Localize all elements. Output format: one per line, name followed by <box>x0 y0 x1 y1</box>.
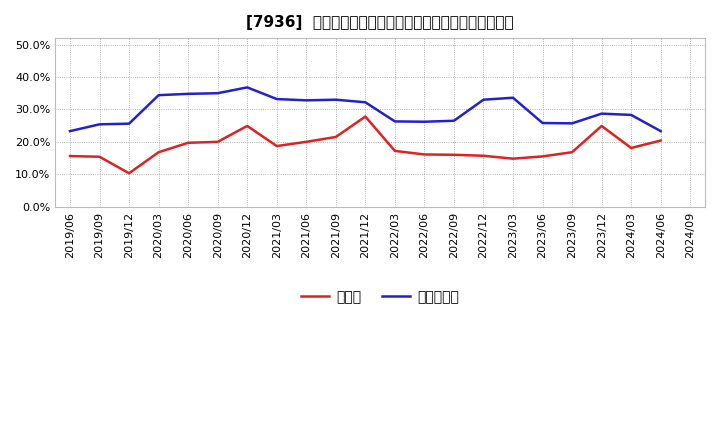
Legend: 現須金, 有利子負債: 現須金, 有利子負債 <box>296 284 464 309</box>
現須金 <box>480 153 488 158</box>
Line: 現須金: 現須金 <box>70 117 661 173</box>
現須金 <box>361 114 369 119</box>
現須金 <box>213 139 222 144</box>
有利子負債 <box>331 97 340 103</box>
現須金 <box>420 152 428 157</box>
有利子負債 <box>184 91 192 96</box>
有利子負債 <box>598 111 606 116</box>
有利子負債 <box>390 119 399 124</box>
有利子負債 <box>243 85 251 90</box>
現須金 <box>66 154 74 159</box>
現須金 <box>95 154 104 159</box>
有利子負債 <box>361 99 369 105</box>
現須金 <box>509 156 518 161</box>
有利子負債 <box>509 95 518 100</box>
現須金 <box>598 123 606 128</box>
現須金 <box>243 123 251 128</box>
有利子負債 <box>125 121 133 126</box>
現須金 <box>302 139 310 144</box>
Title: [7936]  現須金、有利子負債の総資産に対する比率の推移: [7936] 現須金、有利子負債の総資産に対する比率の推移 <box>246 15 514 30</box>
現須金 <box>272 143 281 149</box>
有利子負債 <box>302 98 310 103</box>
有利子負債 <box>627 112 636 117</box>
有利子負債 <box>480 97 488 103</box>
有利子負債 <box>154 92 163 98</box>
現須金 <box>539 154 547 159</box>
有利子負債 <box>539 121 547 126</box>
現須金 <box>449 152 458 158</box>
有利子負債 <box>449 118 458 123</box>
有利子負債 <box>272 96 281 102</box>
現須金 <box>184 140 192 146</box>
有利子負債 <box>657 128 665 134</box>
現須金 <box>627 145 636 150</box>
Line: 有利子負債: 有利子負債 <box>70 88 661 131</box>
有利子負債 <box>66 128 74 134</box>
現須金 <box>657 138 665 143</box>
現須金 <box>125 171 133 176</box>
有利子負債 <box>568 121 577 126</box>
有利子負債 <box>95 122 104 127</box>
現須金 <box>390 148 399 154</box>
有利子負債 <box>420 119 428 125</box>
現須金 <box>331 134 340 139</box>
現須金 <box>154 150 163 155</box>
現須金 <box>568 150 577 155</box>
有利子負債 <box>213 91 222 96</box>
